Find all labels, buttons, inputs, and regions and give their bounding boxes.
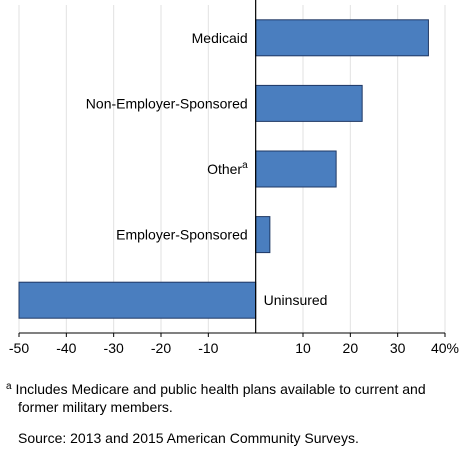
category-label: Non-Employer-Sponsored [86, 95, 248, 111]
category-label: Uninsured [264, 292, 328, 308]
category-labels: Medicaid Non-Employer-Sponsored Othera Empl… [86, 30, 328, 308]
x-axis: -50 -40 -30 -20 -10 10 20 30 40% [9, 332, 459, 356]
bar-other [255, 150, 337, 188]
x-tick-label: -20 [151, 340, 171, 356]
bars [18, 19, 429, 319]
footnote-marker: a [242, 160, 248, 171]
category-label: Employer-Sponsored [116, 227, 248, 243]
x-tick-label: -40 [56, 340, 76, 356]
x-tick-label: 40% [431, 340, 459, 356]
x-tick-label: -50 [9, 340, 29, 356]
bar-employer-sponsored [255, 216, 271, 254]
x-tick-label: 30 [390, 340, 406, 356]
footnote-line-2: former military members. [18, 399, 173, 415]
footnote-marker: a [6, 381, 12, 392]
footnote: a Includes Medicare and public health pl… [6, 380, 461, 416]
category-label: Othera [207, 160, 248, 177]
source-note: Source: 2013 and 2015 American Community… [18, 430, 359, 446]
bar-uninsured [18, 281, 257, 319]
category-label: Medicaid [192, 30, 248, 46]
x-tick-label: 10 [295, 340, 311, 356]
x-tick-label: -10 [198, 340, 218, 356]
bar-chart: Medicaid Non-Employer-Sponsored Othera Empl… [9, 0, 459, 356]
x-tick-label: 20 [343, 340, 359, 356]
x-tick-label: -30 [104, 340, 124, 356]
footnote-line-1: Includes Medicare and public health plan… [15, 381, 426, 397]
bar-medicaid [255, 19, 429, 57]
bar-non-employer-sponsored [255, 84, 363, 122]
